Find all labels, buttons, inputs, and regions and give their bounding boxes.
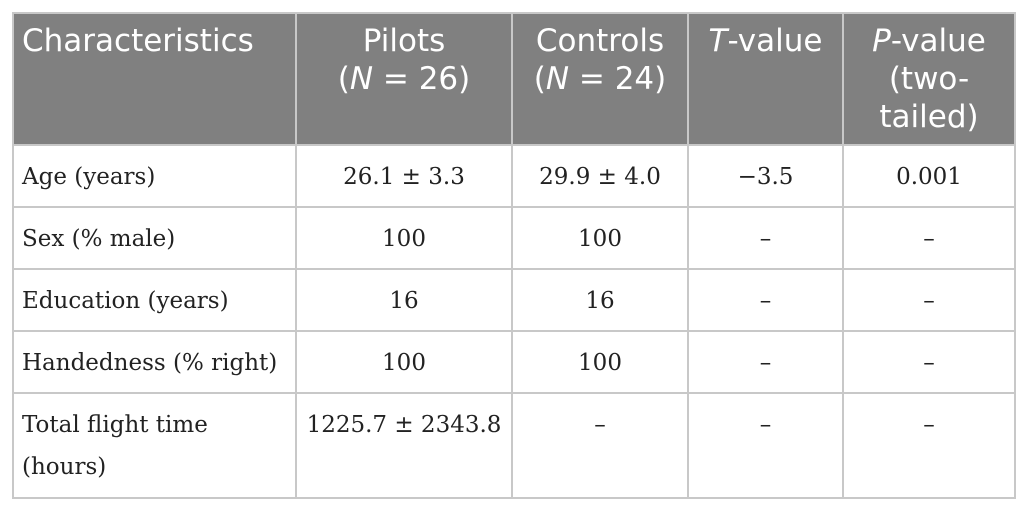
pilots-cell: 100 <box>295 206 513 270</box>
header-controls: Controls (N = 24) <box>511 12 689 146</box>
controls-cell: 16 <box>511 268 689 332</box>
pilots-cell: 1225.7 ± 2343.8 <box>295 392 513 499</box>
header-row: Characteristics Pilots (N = 26) Controls… <box>12 12 1016 146</box>
p-value-cell: – <box>842 268 1016 332</box>
controls-cell: – <box>511 392 689 499</box>
p-value-cell: – <box>842 392 1016 499</box>
pilots-cell: 100 <box>295 330 513 394</box>
p-value-cell: – <box>842 330 1016 394</box>
header-pilots: Pilots (N = 26) <box>295 12 513 146</box>
t-value-cell: – <box>687 392 844 499</box>
row-label: Total flight time (hours) <box>12 392 297 499</box>
controls-cell: 100 <box>511 206 689 270</box>
table-row: Education (years) 16 16 – – <box>12 268 1016 332</box>
row-label: Sex (% male) <box>12 206 297 270</box>
demographics-table: Characteristics Pilots (N = 26) Controls… <box>12 12 1016 499</box>
pilots-cell: 16 <box>295 268 513 332</box>
header-t-value: T-value <box>687 12 844 146</box>
row-label: Education (years) <box>12 268 297 332</box>
t-value-cell: – <box>687 330 844 394</box>
controls-cell: 100 <box>511 330 689 394</box>
pilots-cell: 26.1 ± 3.3 <box>295 144 513 208</box>
table-row: Sex (% male) 100 100 – – <box>12 206 1016 270</box>
table-row: Handedness (% right) 100 100 – – <box>12 330 1016 394</box>
row-label: Handedness (% right) <box>12 330 297 394</box>
row-label: Age (years) <box>12 144 297 208</box>
t-value-cell: – <box>687 206 844 270</box>
p-value-cell: 0.001 <box>842 144 1016 208</box>
t-value-cell: −3.5 <box>687 144 844 208</box>
header-p-value: P-value (two- tailed) <box>842 12 1016 146</box>
header-characteristics: Characteristics <box>12 12 297 146</box>
p-value-cell: – <box>842 206 1016 270</box>
table-row: Total flight time (hours) 1225.7 ± 2343.… <box>12 392 1016 499</box>
controls-cell: 29.9 ± 4.0 <box>511 144 689 208</box>
t-value-cell: – <box>687 268 844 332</box>
table-row: Age (years) 26.1 ± 3.3 29.9 ± 4.0 −3.5 0… <box>12 144 1016 208</box>
